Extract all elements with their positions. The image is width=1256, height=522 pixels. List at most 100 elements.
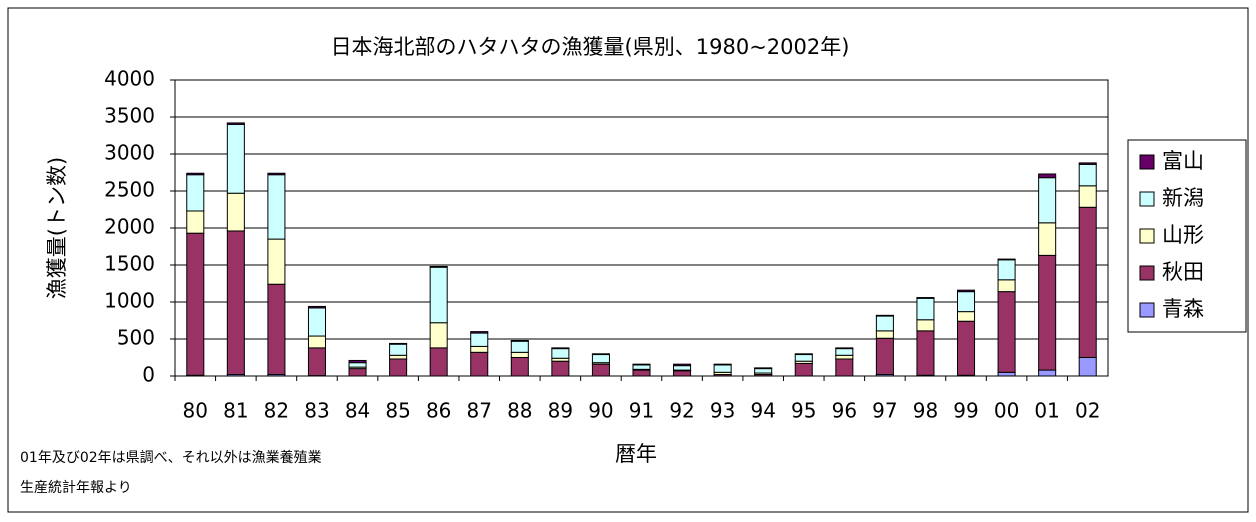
bar-segment (835, 354, 854, 360)
legend-label: 山形 (1162, 223, 1204, 247)
bar-segment (794, 354, 813, 362)
bar-segment (1038, 173, 1057, 179)
bar-segment (186, 210, 205, 234)
bar-segment (389, 358, 408, 377)
bar-segment (551, 360, 570, 377)
bar-segment (997, 258, 1016, 261)
y-tick-label: 1500 (104, 252, 155, 276)
bar-segment (673, 365, 692, 371)
bar-segment (510, 339, 529, 342)
y-tick-label: 4000 (104, 67, 155, 91)
x-tick-label: 99 (953, 399, 978, 423)
bar-segment (348, 359, 367, 364)
y-tick-label: 3000 (104, 141, 155, 165)
bar-segment (551, 347, 570, 350)
bar-segment (348, 362, 367, 368)
x-tick-label: 87 (467, 399, 492, 423)
x-tick-label: 83 (304, 399, 329, 423)
bar-segment (429, 347, 448, 377)
y-tick-label: 1000 (104, 289, 155, 313)
x-tick-label: 02 (1075, 399, 1100, 423)
legend-swatch (1139, 265, 1155, 281)
bar-segment (429, 322, 448, 349)
x-tick-label: 84 (345, 399, 370, 423)
bar-segment (1038, 222, 1057, 256)
bar-segment (389, 343, 408, 356)
bar-segment (835, 347, 854, 350)
x-axis-label: 暦年 (615, 442, 657, 466)
legend-label: 富山 (1162, 149, 1204, 173)
x-tick-label: 90 (588, 399, 613, 423)
bar-segment (713, 364, 732, 373)
y-tick-label: 2000 (104, 215, 155, 239)
legend-label: 青森 (1162, 297, 1204, 321)
legend-label: 秋田 (1162, 260, 1204, 284)
bar-segment (916, 319, 935, 332)
bar-segment (591, 363, 610, 377)
bar-segment (1038, 369, 1057, 377)
bar-segment (267, 238, 286, 285)
x-tick-label: 92 (669, 399, 694, 423)
legend-swatch (1139, 302, 1155, 318)
bar-segment (673, 370, 692, 377)
bar-segment (226, 230, 245, 376)
legend-label: 新潟 (1162, 186, 1204, 210)
bar-segment (470, 332, 489, 347)
bar-segment (307, 347, 326, 377)
bar-segment (916, 297, 935, 299)
bar-segment (429, 265, 448, 268)
bar-segment (794, 362, 813, 377)
x-tick-label: 86 (426, 399, 451, 423)
bar-segment (713, 363, 732, 366)
y-tick-label: 500 (117, 326, 155, 350)
bar-segment (632, 369, 651, 377)
legend-swatch (1139, 228, 1155, 244)
bar-segment (835, 348, 854, 356)
bar-segment (591, 353, 610, 356)
bar-segment (510, 357, 529, 377)
x-tick-label: 94 (750, 399, 775, 423)
bar-segment (1078, 185, 1097, 208)
y-tick-label: 2500 (104, 178, 155, 202)
x-tick-label: 80 (183, 399, 208, 423)
bar-segment (186, 172, 205, 176)
chart-title: 日本海北部のハタハタの漁獲量(県別、1980~2002年) (331, 35, 850, 59)
bar-segment (957, 291, 976, 313)
bar-segment (307, 335, 326, 349)
bar-segment (997, 291, 1016, 373)
bar-segment (1078, 206, 1097, 358)
bar-segment (632, 364, 651, 370)
bar-segment (916, 297, 935, 321)
bar-segment (875, 337, 894, 376)
x-tick-label: 98 (913, 399, 938, 423)
bar-segment (510, 351, 529, 359)
bar-segment (957, 311, 976, 322)
bar-segment (226, 123, 245, 194)
bar-segment (875, 314, 894, 317)
bar-segment (470, 351, 489, 377)
bar-segment (754, 367, 773, 370)
bar-segment (307, 305, 326, 309)
bar-segment (794, 353, 813, 356)
bar-segment (348, 368, 367, 377)
x-tick-label: 88 (507, 399, 532, 423)
x-tick-label: 01 (1034, 399, 1059, 423)
bar-segment (389, 342, 408, 345)
bar-segment (1078, 163, 1097, 187)
x-tick-label: 00 (994, 399, 1019, 423)
x-tick-label: 93 (710, 399, 735, 423)
bar-segment (591, 354, 610, 364)
bar-segment (957, 320, 976, 376)
bar-segment (267, 174, 286, 240)
bar-segment (673, 363, 692, 367)
bar-segment (267, 283, 286, 376)
x-tick-label: 89 (548, 399, 573, 423)
bar-segment (754, 368, 773, 374)
bar-segment (226, 192, 245, 232)
bar-segment (916, 330, 935, 376)
bar-segment (267, 172, 286, 176)
bar-segment (1038, 177, 1057, 224)
x-tick-label: 91 (629, 399, 654, 423)
